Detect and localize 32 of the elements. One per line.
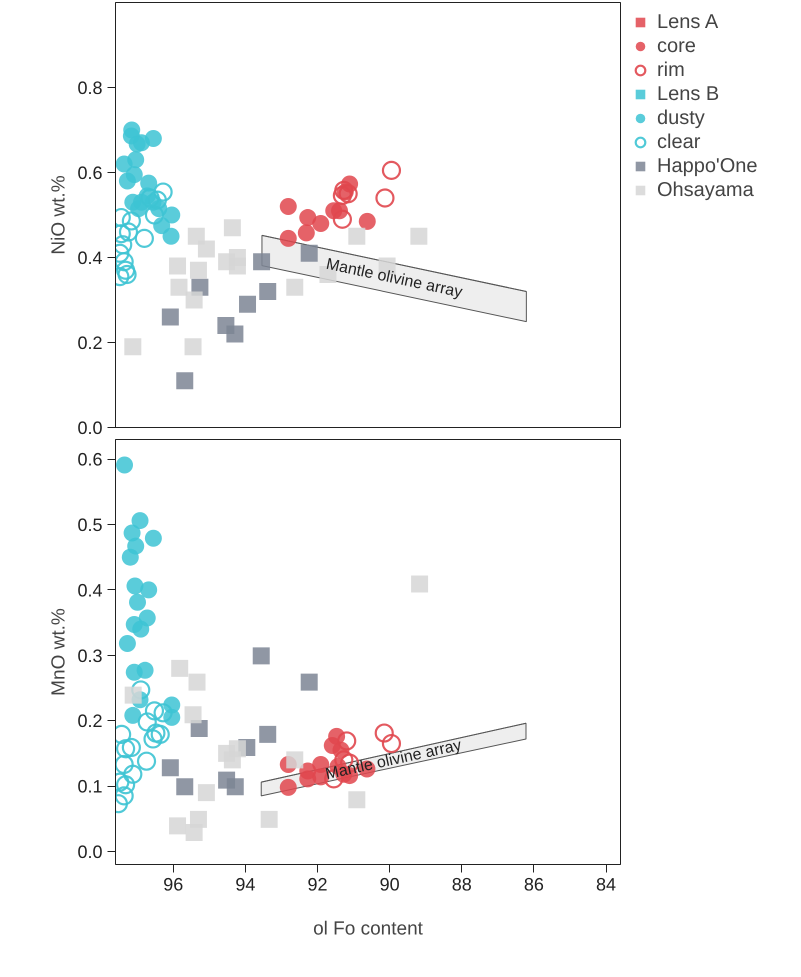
x-tick-label: 90: [380, 874, 400, 894]
y-axis-title: MnO wt.%: [48, 608, 70, 696]
x-tick-label: 96: [163, 874, 184, 894]
y-tick-label: 0.4: [77, 248, 103, 268]
y-tick-label: 0.0: [77, 418, 103, 438]
legend-label: Lens A: [657, 10, 718, 34]
y-tick-label: 0.6: [77, 450, 103, 470]
y-tick-label: 0.3: [77, 646, 103, 666]
x-tick-label: 86: [524, 874, 544, 894]
y-tick-label: 0.6: [77, 163, 103, 183]
y-tick-label: 0.2: [77, 333, 103, 353]
legend-label: Lens B: [657, 82, 720, 106]
x-tick-label: 88: [452, 874, 472, 894]
annotation: Mantle olivine array: [324, 736, 464, 784]
y-tick-label: 0.2: [77, 711, 103, 732]
legend-label: Ohsayama: [657, 178, 754, 202]
y-axis-title: NiO wt.%: [48, 175, 70, 255]
legend-label: dusty: [657, 106, 705, 130]
y-tick-label: 0.8: [77, 78, 103, 98]
legend-label: Happo'One: [657, 154, 758, 178]
legend-label: rim: [657, 58, 685, 82]
y-tick-label: 0.0: [77, 842, 103, 862]
y-tick-label: 0.4: [77, 580, 103, 600]
legend-label: clear: [657, 130, 700, 154]
annotation: Mantle olivine array: [324, 256, 464, 302]
x-tick-label: 94: [235, 874, 256, 894]
y-tick-label: 0.1: [77, 776, 103, 797]
legend-label: core: [657, 34, 696, 58]
x-tick-label: 84: [596, 874, 616, 894]
x-tick-label: 92: [307, 874, 328, 894]
x-axis-title: ol Fo content: [313, 918, 424, 940]
y-tick-label: 0.5: [77, 515, 103, 535]
